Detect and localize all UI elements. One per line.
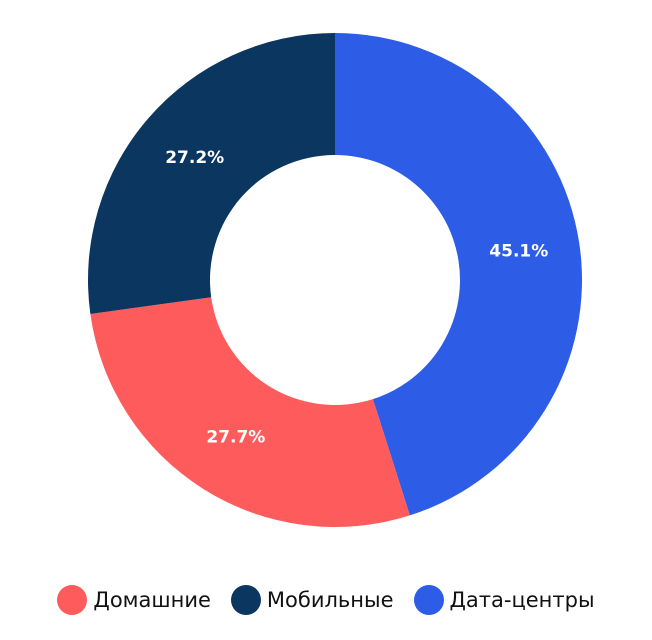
legend-item-data-centry[interactable]: Дата-центры xyxy=(413,585,595,615)
slice-label-mobilnye: 27.2% xyxy=(165,148,224,168)
legend-label-mobilnye: Мобильные xyxy=(266,588,394,612)
legend-swatch-domashnie xyxy=(57,585,88,615)
legend-label-domashnie: Домашние xyxy=(93,588,211,612)
legend: Домашние Мобильные Дата-центры xyxy=(0,580,652,620)
slice-labels: 45.1% 27.7% 27.2% xyxy=(165,148,548,447)
donut-chart: 45.1% 27.7% 27.2% xyxy=(87,33,583,527)
slice-data-centry[interactable] xyxy=(335,33,583,516)
legend-label-data-centry: Дата-центры xyxy=(449,588,595,612)
slice-mobilnye[interactable] xyxy=(87,33,335,315)
legend-item-mobilnye[interactable]: Мобильные xyxy=(230,585,394,615)
legend-swatch-mobilnye xyxy=(230,585,261,615)
donut-slices xyxy=(87,33,583,527)
legend-swatch-data-centry xyxy=(413,585,444,615)
slice-label-data-centry: 45.1% xyxy=(489,241,548,261)
legend-item-domashnie[interactable]: Домашние xyxy=(57,585,211,615)
slice-label-domashnie: 27.7% xyxy=(206,427,265,447)
slice-domashnie[interactable] xyxy=(90,297,410,527)
